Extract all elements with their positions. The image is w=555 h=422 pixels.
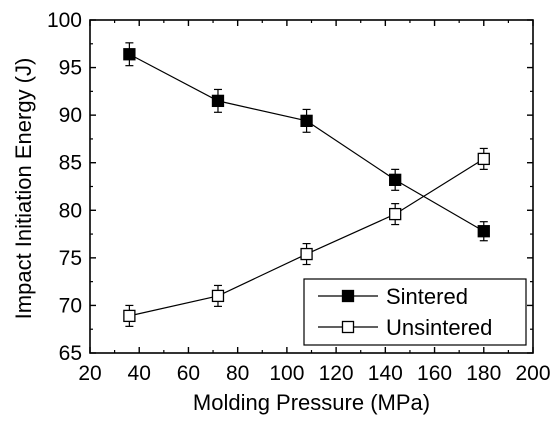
x-tick-label: 180 bbox=[466, 362, 501, 385]
y-axis-title: Impact Initiation Energy (J) bbox=[11, 58, 36, 320]
y-tick-label: 65 bbox=[59, 342, 82, 365]
y-tick-label: 75 bbox=[59, 247, 82, 270]
y-tick-label: 95 bbox=[59, 57, 82, 80]
data-point bbox=[300, 114, 313, 128]
legend-label-sintered: Sintered bbox=[386, 284, 468, 309]
x-tick-label: 80 bbox=[226, 362, 249, 385]
legend-box bbox=[303, 278, 527, 346]
x-tick-label: 120 bbox=[319, 362, 354, 385]
x-tick-label: 20 bbox=[78, 362, 101, 385]
data-point bbox=[123, 309, 136, 323]
data-point bbox=[477, 225, 490, 238]
y-tick-label: 85 bbox=[59, 152, 82, 175]
series-sintered bbox=[123, 42, 490, 242]
x-tick-label: 140 bbox=[368, 362, 403, 385]
series-line bbox=[129, 53, 485, 232]
x-axis-title: Molding Pressure (MPa) bbox=[193, 390, 430, 415]
y-tick-label: 80 bbox=[59, 199, 82, 222]
data-point bbox=[211, 289, 225, 303]
data-point bbox=[123, 48, 136, 61]
y-tick-label: 100 bbox=[47, 9, 82, 32]
x-tick-label: 100 bbox=[269, 362, 304, 385]
y-tick-label: 90 bbox=[59, 104, 82, 127]
axes: 20 40 60 80 100 120 140 160 180 200 65 70 75 80 85 90 95… bbox=[47, 9, 551, 385]
series-unsintered bbox=[123, 147, 490, 327]
x-tick-label: 200 bbox=[515, 362, 550, 385]
data-point bbox=[389, 173, 402, 186]
data-point bbox=[300, 247, 313, 261]
x-tick-label: 160 bbox=[417, 362, 452, 385]
x-tick-label: 60 bbox=[177, 362, 200, 385]
data-point bbox=[477, 152, 490, 166]
data-point bbox=[389, 207, 402, 221]
legend-marker bbox=[341, 320, 355, 334]
data-point bbox=[211, 94, 225, 108]
legend-label-unsintered: Unsintered bbox=[386, 315, 492, 340]
legend: Sintered Unsintered bbox=[303, 278, 527, 346]
x-tick-label: 40 bbox=[128, 362, 151, 385]
series-layer bbox=[123, 42, 490, 327]
legend-marker bbox=[341, 289, 355, 303]
y-tick-label: 70 bbox=[59, 294, 82, 317]
